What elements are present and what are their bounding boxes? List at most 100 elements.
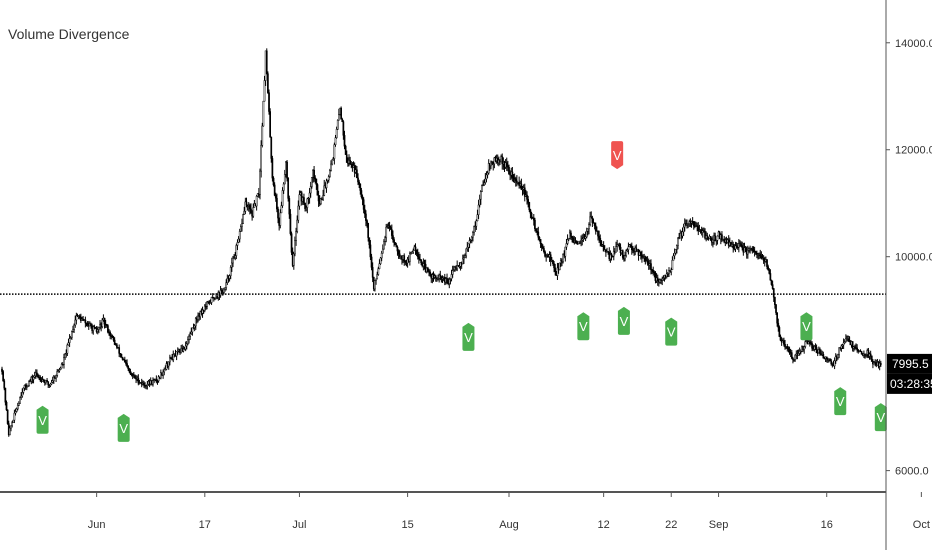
candle-body-743 — [838, 347, 840, 356]
candle-body-634 — [715, 240, 718, 242]
x-tick-label-2: Jul — [292, 519, 306, 531]
candle-body-591 — [667, 273, 669, 275]
candle-body-106 — [120, 353, 123, 358]
candle-body-202 — [228, 275, 231, 279]
candle-body-746 — [841, 344, 844, 347]
candle-body-358 — [404, 260, 407, 263]
candle-body-699 — [788, 349, 791, 353]
candle-body-724 — [816, 352, 819, 354]
candle-body-66 — [75, 315, 78, 321]
signal-marker-0[interactable]: V — [36, 405, 49, 434]
signal-marker-2[interactable]: V — [462, 322, 475, 351]
candle-body-505 — [570, 232, 572, 237]
candle-body-370 — [418, 256, 420, 260]
candle-body-406 — [458, 266, 461, 268]
candle-body-684 — [771, 284, 774, 289]
candle-body-28 — [32, 376, 35, 380]
signal-marker-7[interactable]: V — [834, 387, 847, 416]
candle-body-2 — [3, 380, 6, 389]
candle-body-295 — [333, 144, 336, 159]
signal-marker-1[interactable]: V — [117, 413, 130, 442]
y-tick-label-3: 6000.0 — [895, 466, 929, 478]
signal-marker-shape-0 — [36, 405, 49, 434]
candle-body-679 — [766, 259, 768, 267]
signal-marker-5[interactable]: V — [665, 317, 678, 346]
candle-body-742 — [837, 354, 839, 358]
candle-body-654 — [737, 243, 740, 248]
candle-body-270 — [305, 207, 308, 209]
candle-body-454 — [512, 177, 515, 179]
y-axis-ticks[interactable]: 14000.0 12000.0 10000.0 6000.0 — [886, 38, 932, 478]
candle-body-531 — [599, 237, 602, 242]
candle-body-401 — [452, 269, 455, 271]
candle-body-21 — [24, 385, 27, 388]
candle-body-332 — [375, 278, 377, 281]
signal-marker-3[interactable]: V — [577, 312, 590, 341]
candle-body-538 — [607, 251, 609, 253]
candle-body-681 — [768, 269, 771, 274]
candle-body-336 — [379, 257, 382, 264]
candle-body-555 — [626, 249, 629, 251]
candle-body-481 — [543, 248, 545, 253]
candle-body-298 — [336, 120, 339, 130]
candle-body-522 — [589, 216, 591, 225]
candle-body-113 — [128, 368, 131, 372]
candle-body-199 — [225, 282, 228, 288]
candle-body-412 — [465, 248, 468, 257]
x-axis-ticks[interactable]: Jun17Jul15Aug1222Sep16Oct14 — [88, 492, 932, 531]
candle-body-490 — [553, 263, 555, 269]
candle-body-686 — [774, 296, 776, 305]
candle-body-417 — [470, 236, 473, 241]
signal-marker-label-1: V — [119, 421, 128, 436]
candle-body-523 — [590, 216, 593, 219]
candle-body-780 — [879, 362, 882, 366]
candle-body-349 — [394, 242, 397, 246]
candle-body-378 — [427, 267, 429, 272]
candle-body-553 — [624, 255, 626, 260]
candle-body-400 — [451, 270, 454, 275]
candle-body-325 — [367, 222, 370, 238]
chart-title: Volume Divergence — [8, 26, 130, 42]
x-tick-label-5: 12 — [598, 519, 610, 531]
candle-body-558 — [629, 244, 632, 247]
candle-body-4 — [5, 401, 8, 411]
x-tick-label-8: 16 — [821, 519, 833, 531]
signal-marker-6[interactable]: V — [800, 312, 813, 341]
candle-body-176 — [199, 311, 202, 318]
candle-body-43 — [49, 383, 52, 386]
candle-body-55 — [63, 357, 65, 365]
candle-body-139 — [157, 376, 160, 382]
candle-body-329 — [371, 267, 374, 278]
candle-body-321 — [362, 199, 365, 210]
candle-body-685 — [772, 288, 775, 298]
candle-body-520 — [587, 228, 589, 232]
candle-body-338 — [381, 248, 384, 254]
candle-body-719 — [811, 343, 813, 349]
candle-body-595 — [671, 260, 674, 270]
candle-body-244 — [276, 197, 278, 210]
candle-body-108 — [122, 359, 125, 361]
candle-body-478 — [539, 239, 542, 245]
candle-body-129 — [146, 384, 149, 386]
signal-marker-8[interactable]: V — [874, 403, 887, 432]
candle-body-289 — [326, 179, 329, 182]
candle-body-256 — [289, 213, 292, 234]
candle-body-421 — [475, 220, 478, 227]
candle-body-8 — [10, 425, 12, 429]
candle-body-182 — [206, 301, 208, 307]
candle-body-149 — [169, 357, 171, 363]
candle-body-500 — [564, 246, 567, 257]
candle-body-260 — [294, 240, 296, 255]
signal-marker-4[interactable]: V — [617, 306, 630, 335]
candle-body-253 — [286, 161, 288, 179]
candle-body-135 — [153, 379, 155, 381]
candle-body-240 — [271, 158, 274, 179]
candle-body-327 — [369, 244, 372, 258]
candle-body-559 — [630, 246, 633, 251]
candle-body-11 — [13, 412, 16, 421]
candle-body-491 — [554, 267, 557, 272]
signal-marker-9[interactable]: V — [611, 141, 624, 170]
candle-body-398 — [449, 278, 452, 280]
candle-body-52 — [59, 367, 62, 370]
